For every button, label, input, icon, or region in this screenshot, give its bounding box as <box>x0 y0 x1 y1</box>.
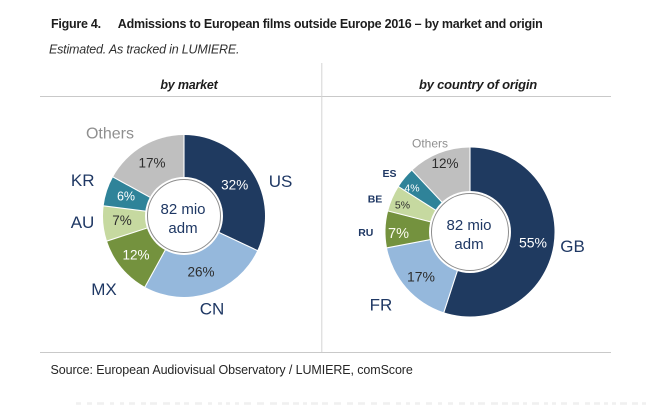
svg-text:4%: 4% <box>404 183 419 195</box>
svg-text:Admissions to European films o: Admissions to European films outside Eur… <box>118 17 543 31</box>
svg-text:Figure 4.: Figure 4. <box>51 17 101 31</box>
svg-text:82 mio: 82 mio <box>446 217 491 234</box>
svg-text:Others: Others <box>86 126 134 143</box>
svg-text:12%: 12% <box>122 248 149 263</box>
svg-text:ES: ES <box>382 168 396 180</box>
svg-text:MX: MX <box>91 280 117 299</box>
svg-text:CN: CN <box>200 300 225 319</box>
svg-text:7%: 7% <box>112 213 132 228</box>
svg-text:KR: KR <box>71 171 95 190</box>
svg-text:AU: AU <box>71 213 95 232</box>
svg-text:82 mio: 82 mio <box>160 201 205 218</box>
svg-text:17%: 17% <box>407 269 435 285</box>
svg-text:BE: BE <box>368 194 383 206</box>
svg-text:by market: by market <box>160 78 218 92</box>
svg-text:adm: adm <box>168 220 197 237</box>
svg-text:Source: European Audiovisual O: Source: European Audiovisual Observatory… <box>51 363 413 377</box>
svg-text:55%: 55% <box>519 235 547 251</box>
svg-text:FR: FR <box>370 296 393 315</box>
svg-text:by country of origin: by country of origin <box>419 77 537 92</box>
svg-text:7%: 7% <box>388 226 409 242</box>
svg-text:US: US <box>269 172 293 191</box>
svg-text:5%: 5% <box>395 200 410 212</box>
svg-text:Estimated. As tracked in LUMIE: Estimated. As tracked in LUMIERE. <box>49 42 239 56</box>
svg-text:6%: 6% <box>117 190 135 204</box>
svg-text:32%: 32% <box>221 178 248 193</box>
svg-text:26%: 26% <box>187 265 214 280</box>
svg-text:Others: Others <box>412 137 448 151</box>
svg-text:12%: 12% <box>431 156 458 171</box>
svg-text:GB: GB <box>560 237 585 256</box>
svg-text:RU: RU <box>358 227 373 239</box>
svg-text:adm: adm <box>454 236 483 253</box>
svg-text:17%: 17% <box>138 156 165 171</box>
